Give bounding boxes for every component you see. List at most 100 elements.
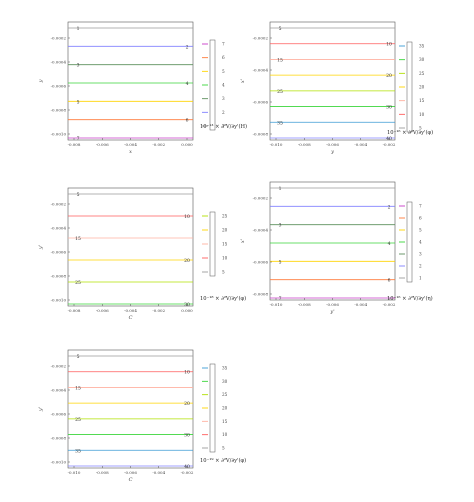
- x-tick-label: -0.002: [152, 142, 165, 147]
- contour-level-label: 5: [77, 354, 80, 360]
- contour-level-label: 25: [277, 89, 283, 95]
- x-tick-label: -0.008: [68, 308, 81, 313]
- contour-level-label: 1: [279, 186, 282, 192]
- colorbar-tick-label: 7: [419, 204, 422, 209]
- contour-level-label: 2: [186, 44, 189, 50]
- x-tick-label: 0.000: [181, 308, 193, 313]
- x-tick-label: -0.002: [152, 308, 165, 313]
- contour-level-label: 10: [386, 42, 392, 48]
- y-axis-label: y': [38, 245, 44, 250]
- x-tick-label: -0.008: [96, 470, 109, 475]
- x-tick-label: -0.002: [383, 142, 396, 147]
- x-tick-label: -0.004: [152, 470, 165, 475]
- chart-panel-1: 1 2 3 4 5 6 7 -0.0002 -0.0004 -0.0006 -0.0008 -0.00…: [38, 21, 247, 155]
- x-tick-label: -0.002: [383, 302, 396, 307]
- contour-level-label: 35: [75, 448, 81, 454]
- colorbar-tick-label: 20: [419, 85, 425, 90]
- colorbar-tick-label: 15: [222, 419, 228, 424]
- colorbar-tick-label: 35: [222, 366, 228, 371]
- contour-level-label: 25: [75, 417, 81, 423]
- contour-level-label: 2: [388, 204, 391, 210]
- contour-level-label: 4: [388, 241, 391, 247]
- contour-level-label: 4: [186, 81, 189, 87]
- colorbar-tick-label: 3: [419, 252, 422, 257]
- x-tick-label: -0.008: [298, 142, 311, 147]
- colorbar-label: 10⁻¹⁶ × ∂²V/∂y'(η): [387, 295, 433, 302]
- x-tick-label: -0.010: [68, 470, 81, 475]
- contour-level-label: 10: [184, 214, 190, 220]
- contour-level-label: 20: [184, 401, 190, 407]
- y-tick-label: -0.0006: [51, 84, 67, 89]
- y-tick-label: -0.0004: [51, 60, 67, 65]
- y-axis-label: x': [240, 239, 246, 243]
- colorbar-tick-label: 3: [222, 96, 225, 101]
- contour-level-label: 5: [279, 259, 282, 265]
- plot-frame: [269, 181, 396, 301]
- y-tick-label: -0.0002: [51, 36, 67, 41]
- colorbar-tick-label: 5: [222, 69, 225, 74]
- contour-level-label: 1: [77, 26, 80, 32]
- x-tick-label: -0.010: [270, 302, 283, 307]
- y-tick-label: -0.0004: [51, 226, 67, 231]
- colorbar-label: 10⁻¹⁸ × ∂²V/∂y'(φ): [200, 295, 246, 302]
- colorbar-tick-label: 20: [222, 406, 228, 411]
- y-tick-label: -0.0002: [253, 36, 269, 41]
- contour-level-label: 20: [184, 258, 190, 264]
- contour-level-label: 15: [75, 385, 81, 391]
- x-tick-label: -0.004: [354, 142, 367, 147]
- x-tick-label: -0.002: [181, 470, 194, 475]
- y-axis-label: y': [38, 407, 44, 412]
- contour-level-label: 30: [184, 433, 190, 439]
- y-tick-label: -0.0006: [253, 260, 269, 265]
- y-axis-label: x': [240, 79, 246, 83]
- chart-panel-4: 1 2 3 4 5 6 7 -0.0002 -0.0004 -0.0006 -0.0008-0.01…: [240, 181, 433, 315]
- colorbar-tick-label: 30: [222, 379, 228, 384]
- colorbar-tick-label: 20: [222, 228, 228, 233]
- plot-frame: [67, 187, 194, 307]
- y-tick-label: -0.0002: [51, 364, 67, 369]
- contour-level-label: 25: [75, 280, 81, 286]
- colorbar-tick-label: 15: [419, 98, 425, 103]
- colorbar-tick-label: 25: [222, 392, 228, 397]
- colorbar-tick-label: 10: [222, 256, 228, 261]
- x-tick-label: -0.006: [96, 308, 109, 313]
- y-tick-label: -0.0010: [51, 298, 67, 303]
- contour-level-label: 5: [77, 99, 80, 105]
- contour-level-label: 20: [386, 73, 392, 79]
- chart-panel-3: 51015202530-0.0002-0.0004-0.0006-0.0008-…: [38, 187, 246, 321]
- y-tick-label: -0.0006: [51, 250, 67, 255]
- colorbar-tick-label: 1: [222, 124, 225, 129]
- x-tick-label: -0.008: [298, 302, 311, 307]
- colorbar-tick-label: 2: [419, 264, 422, 269]
- contour-level-label: 5: [77, 192, 80, 198]
- y-tick-label: -0.0008: [51, 108, 67, 113]
- y-tick-label: -0.0006: [51, 412, 67, 417]
- x-tick-label: -0.004: [354, 302, 367, 307]
- x-axis-label: y: [330, 149, 334, 155]
- colorbar-tick-label: 30: [419, 57, 425, 62]
- colorbar-tick-label: 6: [419, 216, 422, 221]
- contour-level-label: 6: [186, 118, 189, 124]
- colorbar-tick-label: 5: [419, 228, 422, 233]
- colorbar-tick-label: 2: [222, 110, 225, 115]
- contour-level-label: 30: [386, 105, 392, 111]
- y-tick-label: -0.0010: [51, 132, 67, 137]
- y-axis-label: y: [38, 79, 44, 83]
- x-tick-label: -0.006: [326, 302, 339, 307]
- colorbar-tick-label: 5: [419, 126, 422, 131]
- colorbar-tick-label: 15: [222, 242, 228, 247]
- x-tick-label: -0.006: [96, 142, 109, 147]
- contour-level-label: 10: [184, 370, 190, 376]
- contour-level-label: 15: [75, 236, 81, 242]
- y-tick-label: -0.0004: [253, 228, 269, 233]
- x-tick-label: -0.008: [68, 142, 81, 147]
- y-tick-label: -0.0002: [51, 202, 67, 207]
- y-tick-label: -0.0008: [51, 436, 67, 441]
- colorbar-frame: [406, 41, 413, 133]
- colorbar-tick-label: 1: [419, 276, 422, 281]
- colorbar-tick-label: 5: [222, 270, 225, 275]
- contour-level-label: 15: [277, 57, 283, 63]
- colorbar-frame: [406, 201, 413, 283]
